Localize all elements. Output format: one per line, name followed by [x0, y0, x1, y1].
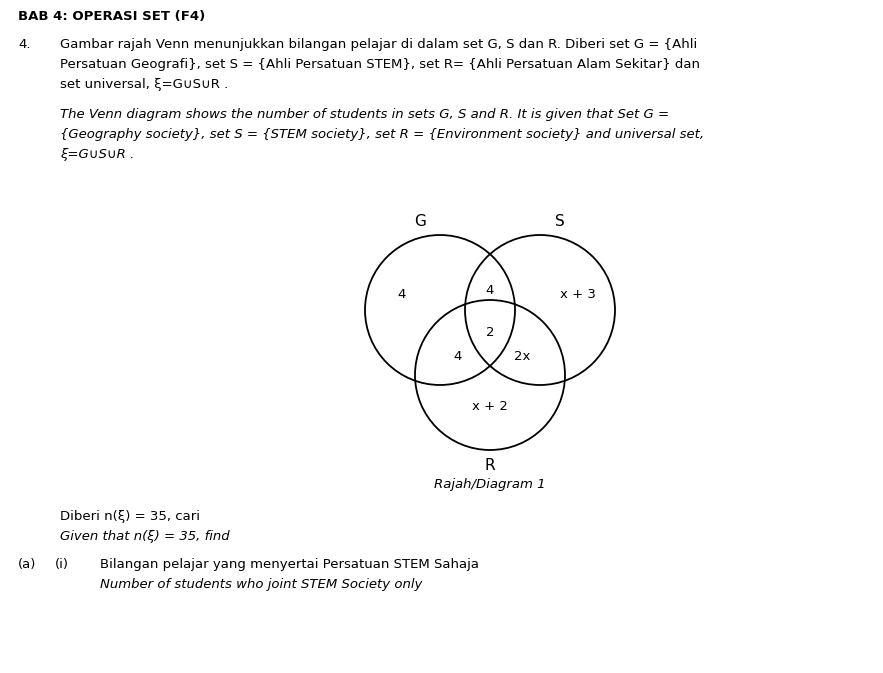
- Text: Rajah/Diagram 1: Rajah/Diagram 1: [434, 478, 546, 491]
- Text: 4: 4: [486, 283, 494, 297]
- Text: BAB 4: OPERASI SET (F4): BAB 4: OPERASI SET (F4): [18, 10, 205, 23]
- Text: Number of students who joint STEM Society only: Number of students who joint STEM Societ…: [100, 578, 422, 591]
- Text: Gambar rajah Venn menunjukkan bilangan pelajar di dalam set G, S dan R. Diberi s: Gambar rajah Venn menunjukkan bilangan p…: [60, 38, 698, 51]
- Text: Persatuan Geografi}, set S = {Ahli Persatuan STEM}, set R= {Ahli Persatuan Alam : Persatuan Geografi}, set S = {Ahli Persa…: [60, 58, 700, 71]
- Text: Bilangan pelajar yang menyertai Persatuan STEM Sahaja: Bilangan pelajar yang menyertai Persatua…: [100, 558, 479, 571]
- Text: {Geography society}, set S = {STEM society}, set R = {Environment society} and u: {Geography society}, set S = {STEM socie…: [60, 128, 704, 141]
- Text: 2x: 2x: [514, 351, 530, 363]
- Text: x + 2: x + 2: [472, 400, 508, 413]
- Text: 4: 4: [398, 289, 406, 302]
- Text: (a): (a): [18, 558, 36, 571]
- Text: S: S: [555, 214, 565, 229]
- Text: G: G: [414, 214, 426, 229]
- Text: Given that n(ξ) = 35, find: Given that n(ξ) = 35, find: [60, 530, 230, 543]
- Text: 4.: 4.: [18, 38, 31, 51]
- Text: Diberi n(ξ) = 35, cari: Diberi n(ξ) = 35, cari: [60, 510, 200, 523]
- Text: 4: 4: [454, 351, 462, 363]
- Text: ξ=G∪S∪R .: ξ=G∪S∪R .: [60, 148, 134, 161]
- Text: x + 3: x + 3: [560, 289, 596, 302]
- Text: set universal, ξ=G∪S∪R .: set universal, ξ=G∪S∪R .: [60, 78, 228, 91]
- Text: 2: 2: [486, 326, 494, 339]
- Text: R: R: [485, 458, 495, 473]
- Text: The Venn diagram shows the number of students in sets G, S and R. It is given th: The Venn diagram shows the number of stu…: [60, 108, 669, 121]
- Text: (i): (i): [55, 558, 69, 571]
